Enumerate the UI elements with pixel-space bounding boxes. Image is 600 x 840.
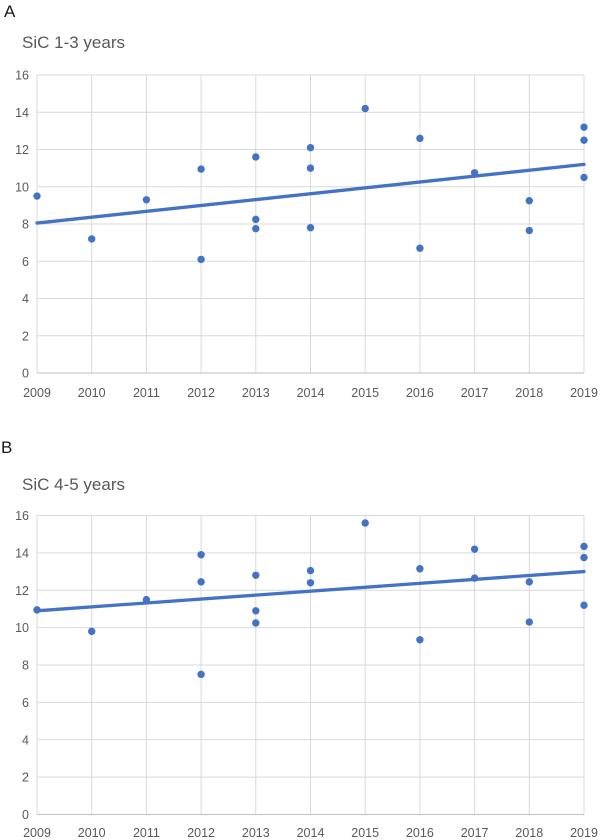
x-axis-tick-label: 2014 (297, 386, 325, 400)
x-axis-tick-label: 2017 (461, 826, 489, 840)
data-point (142, 595, 151, 604)
x-axis-tick-label: 2018 (515, 826, 543, 840)
panel-b: 2009 2010 2011 2012 2013 2014 2015 2016 2017 2018… (0, 430, 600, 840)
data-point (580, 542, 588, 551)
x-axis-tick-label: 2010 (78, 386, 106, 400)
x-axis-tick-label: 2010 (78, 826, 106, 840)
y-axis-tick-label: 10 (15, 621, 29, 635)
data-point (470, 574, 479, 582)
y-axis-tick-label: 4 (22, 292, 29, 306)
y-axis-tick-label: 4 (22, 733, 29, 747)
y-axis-tick-label: 12 (15, 143, 29, 157)
data-point (33, 606, 41, 614)
data-point (416, 134, 424, 143)
x-axis-tick-label: 2012 (187, 386, 215, 400)
data-point (580, 601, 588, 609)
trend-line (35, 569, 586, 613)
x-axis-tick-label: 2009 (23, 386, 51, 400)
data-point (580, 553, 588, 562)
x-axis-tick-label: 2009 (23, 826, 51, 840)
y-axis-tick-label: 0 (22, 367, 29, 381)
data-point (197, 578, 205, 586)
x-axis-tick-label: 2016 (406, 386, 434, 400)
data-point (416, 244, 424, 252)
data-point (88, 235, 96, 243)
data-point (525, 197, 533, 205)
chart-a-scatter-plot: 2009 2010 2011 2012 2013 2014 2015 2016 2017 2018… (15, 69, 598, 401)
x-axis-tick-label: 2017 (461, 386, 489, 400)
data-point (416, 565, 424, 573)
x-axis-tick-label: 2019 (570, 386, 598, 400)
x-axis-tick-label: 2018 (515, 386, 543, 400)
data-point (580, 123, 588, 131)
data-point (525, 578, 533, 586)
chart-b-title: SiC 4-5 years (22, 475, 125, 494)
data-point (361, 519, 369, 527)
panel-a: 2009 2010 2011 2012 2013 2014 2015 2016 2017 2018… (4, 2, 598, 401)
data-point (580, 136, 588, 144)
data-point (197, 165, 205, 173)
data-point (197, 255, 205, 264)
y-axis-tick-label: 10 (15, 180, 29, 194)
y-axis-tick-label: 8 (22, 218, 29, 232)
data-point (580, 173, 588, 182)
y-axis-tick-label: 6 (22, 255, 29, 269)
data-point (252, 215, 260, 224)
data-point (525, 618, 533, 626)
data-point (361, 104, 369, 113)
data-point (88, 627, 96, 636)
data-point (197, 670, 205, 679)
x-axis-tick-label: 2019 (570, 826, 598, 840)
y-axis-tick-label: 12 (15, 584, 29, 598)
y-axis-tick-label: 14 (15, 106, 29, 120)
chart-b-scatter-plot: 2009 2010 2011 2012 2013 2014 2015 2016 2017 2018… (15, 509, 598, 840)
data-point (252, 607, 260, 615)
data-point (306, 566, 315, 575)
data-point (306, 143, 315, 152)
panel-b-label: B (1, 438, 13, 457)
x-axis-tick-label: 2016 (406, 826, 434, 840)
trend-line (35, 162, 586, 225)
data-point (252, 571, 260, 579)
x-axis-tick-label: 2011 (133, 386, 160, 400)
panel-a-label: A (4, 2, 16, 21)
data-point (142, 196, 151, 204)
data-point (33, 192, 41, 200)
data-point (306, 579, 315, 587)
data-point (416, 636, 424, 644)
y-axis-tick-label: 2 (22, 771, 29, 785)
x-axis-tick-label: 2012 (187, 826, 215, 840)
x-axis-tick-label: 2014 (297, 826, 325, 840)
data-point (470, 545, 479, 553)
x-axis-tick-label: 2015 (351, 386, 379, 400)
y-axis-tick-label: 6 (22, 696, 29, 710)
chart-a-title: SiC 1-3 years (22, 33, 125, 52)
data-point (525, 226, 533, 235)
y-axis-tick-label: 16 (15, 69, 29, 83)
y-axis-tick-label: 2 (22, 329, 29, 343)
x-axis-tick-label: 2011 (133, 826, 160, 840)
y-axis-tick-label: 16 (15, 509, 29, 523)
y-axis-tick-label: 14 (15, 546, 29, 560)
x-axis-tick-label: 2013 (242, 386, 270, 400)
y-axis-tick-label: 0 (22, 808, 29, 822)
data-point (197, 551, 205, 559)
x-axis-tick-label: 2015 (351, 826, 379, 840)
data-point (252, 619, 260, 627)
data-point (252, 153, 260, 161)
y-axis-tick-label: 8 (22, 659, 29, 673)
data-point (470, 169, 479, 177)
data-point (252, 224, 260, 233)
data-point (306, 164, 315, 172)
data-point (306, 224, 315, 232)
x-axis-tick-label: 2013 (242, 826, 270, 840)
